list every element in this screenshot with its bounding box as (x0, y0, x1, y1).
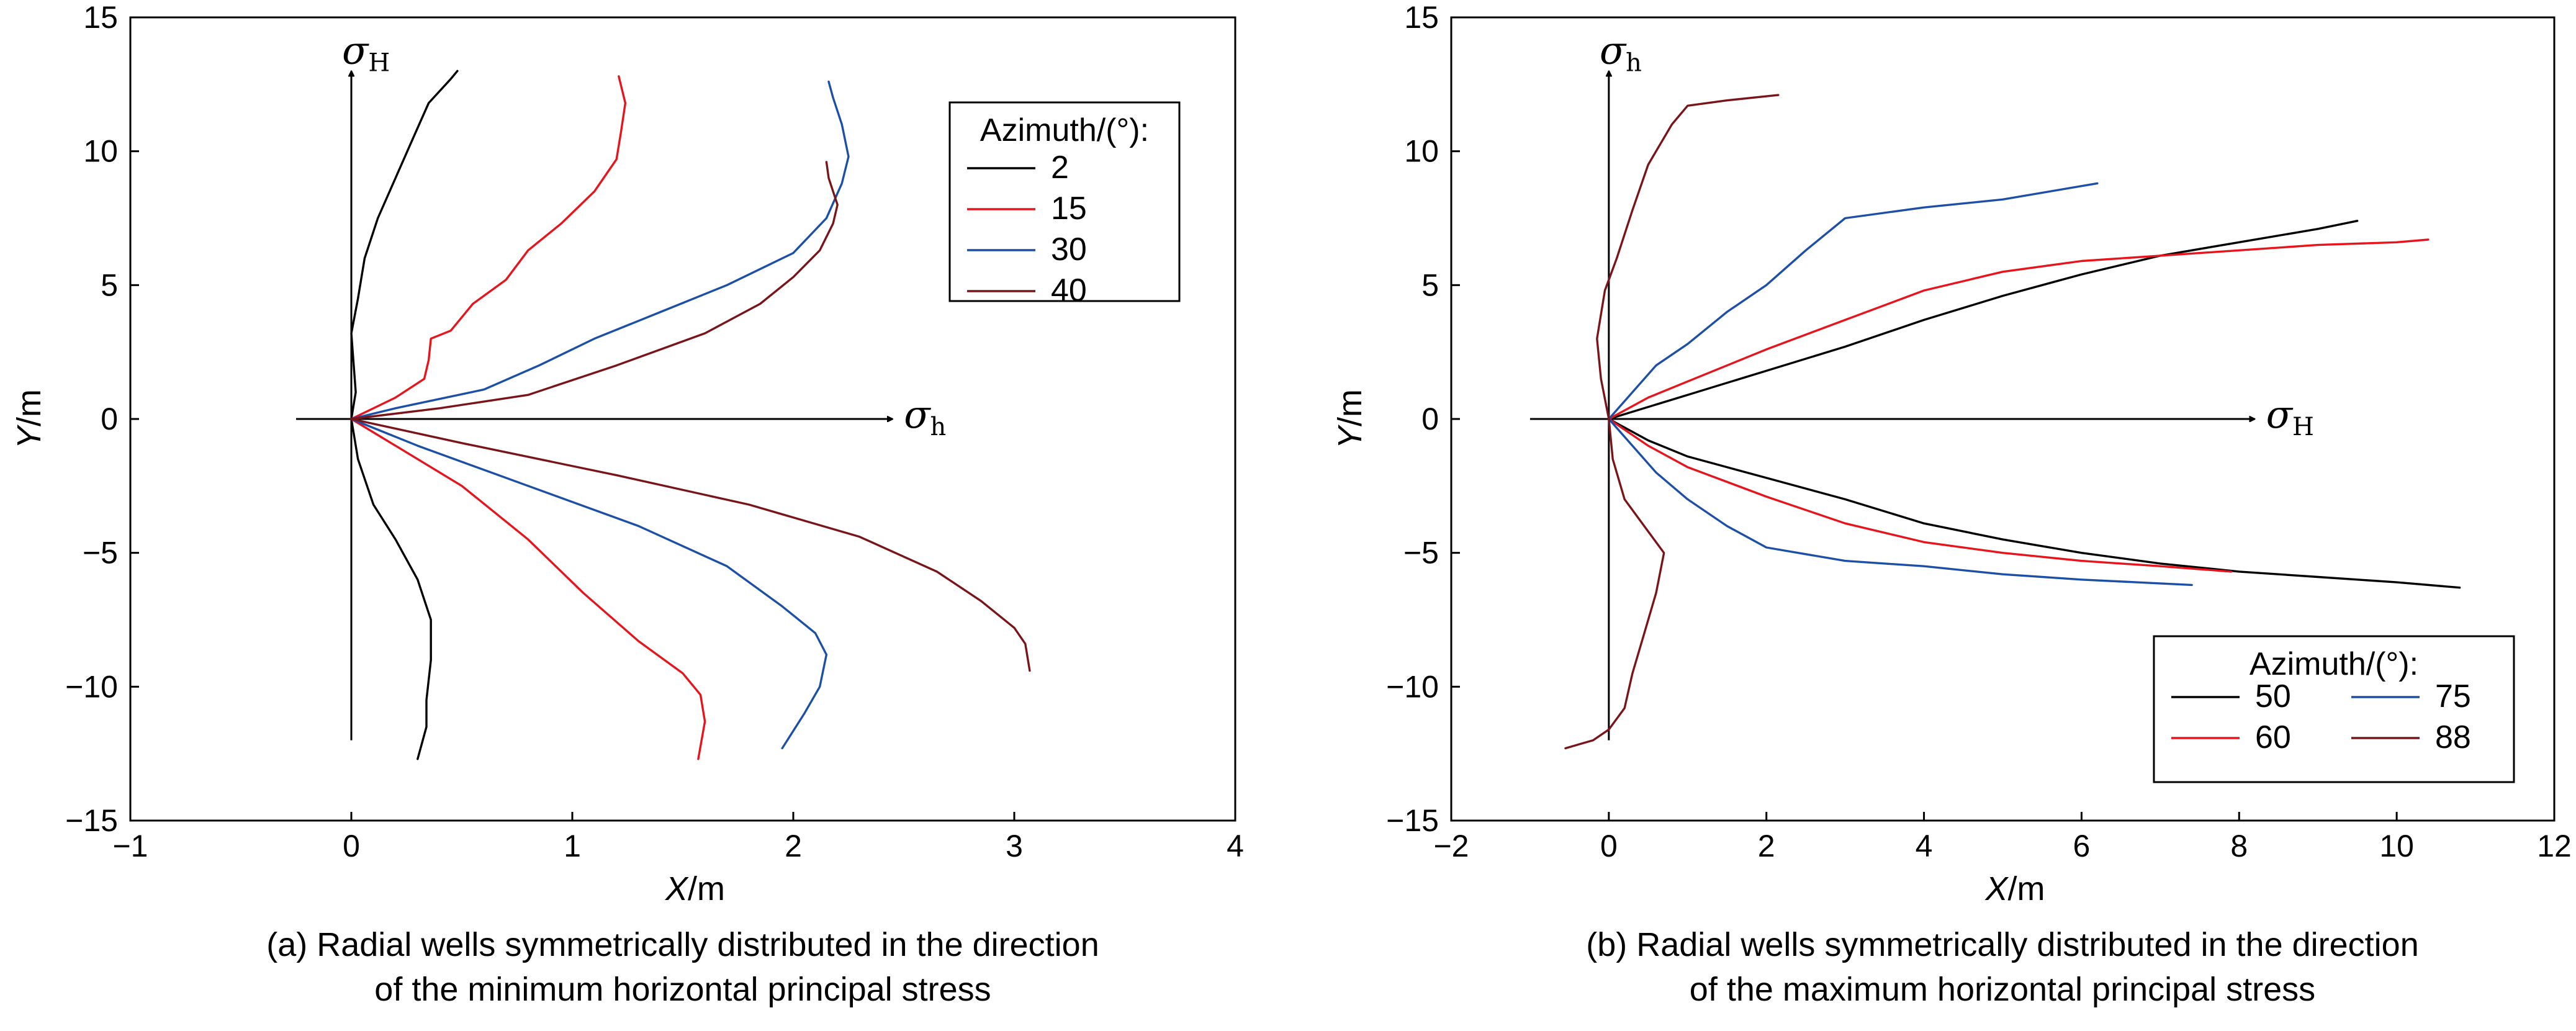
x-tick-label: 12 (2537, 829, 2572, 863)
vertical-stress-label: σh (1600, 27, 1642, 77)
y-tick-label: 5 (101, 268, 118, 302)
well-trajectory-60-lower (1608, 418, 2233, 573)
well-trajectory-15-upper (350, 75, 627, 420)
legend-label-30: 30 (1051, 232, 1087, 268)
legend-title: Azimuth/(°): (980, 112, 1149, 148)
legend-box (2153, 635, 2515, 783)
legend-label-2: 2 (1051, 150, 1069, 186)
well-trajectory-88-upper (1596, 94, 1780, 420)
well-trajectory-75-lower (1608, 418, 2193, 587)
x-tick-label: 10 (2379, 829, 2414, 863)
x-tick-label: 8 (2230, 829, 2248, 863)
well-trajectory-30-upper (350, 80, 850, 420)
y-tick-label: −5 (83, 536, 118, 570)
x-tick-label: 1 (564, 829, 581, 863)
x-tick-label: −2 (1433, 829, 1469, 863)
well-trajectory-40-upper (350, 161, 839, 420)
well-trajectory-50-upper (1608, 220, 2359, 420)
legend-label-60: 60 (2255, 719, 2291, 755)
y-tick-label: −15 (1386, 803, 1439, 838)
y-tick-label: 15 (1404, 0, 1439, 35)
chart-panel-a: −1 0 1 2 3 4151050−5−10−15X/mY/mσHσhAzimuth/(… (11, 0, 1244, 1008)
y-tick-label: 0 (1421, 402, 1439, 436)
chart-panel-b: −2 0 2 4 6 8 10 12151050−5−10−15X/mY/mσhσHAzimu… (1331, 0, 2572, 1008)
vertical-stress-label: σH (342, 27, 390, 77)
well-trajectory-88-lower (1564, 418, 1665, 750)
well-trajectory-60-upper (1608, 238, 2430, 420)
caption-line-1: (b) Radial wells symmetrically distribut… (1586, 926, 2418, 963)
y-tick-label: 15 (83, 0, 118, 35)
x-tick-label: −1 (112, 829, 148, 863)
x-tick-label: 0 (343, 829, 360, 863)
legend-label-40: 40 (1051, 272, 1087, 308)
x-tick-label: 2 (1758, 829, 1775, 863)
y-tick-label: 10 (1404, 134, 1439, 169)
caption-line-1: (a) Radial wells symmetrically distribut… (266, 926, 1099, 963)
x-axis-title: X/m (1984, 870, 2045, 907)
well-trajectory-15-lower (350, 418, 706, 760)
y-tick-label: −15 (65, 803, 118, 838)
y-tick-label: −10 (65, 669, 118, 704)
legend-label-50: 50 (2255, 678, 2291, 714)
well-trajectory-2-upper (350, 70, 459, 420)
legend-title: Azimuth/(°): (2249, 646, 2418, 682)
x-tick-label: 4 (1227, 829, 1244, 863)
legend-box (948, 101, 1181, 302)
y-axis-title: Y/m (11, 389, 48, 449)
x-tick-label: 4 (1916, 829, 1933, 863)
legend-label-88: 88 (2435, 719, 2471, 755)
legend: Azimuth/(°):2 15 30 40 (948, 101, 1181, 308)
y-axis-title: Y/m (1331, 389, 1369, 449)
well-trajectory-2-lower (350, 418, 432, 760)
legend: Azimuth/(°):50 60 75 88 (2153, 635, 2515, 783)
x-tick-label: 6 (2073, 829, 2091, 863)
caption-line-2: of the minimum horizontal principal stre… (374, 971, 991, 1008)
caption-line-2: of the maximum horizontal principal stre… (1690, 971, 2315, 1008)
horizontal-stress-label: σh (904, 392, 946, 441)
x-tick-label: 2 (785, 829, 802, 863)
y-tick-label: −10 (1386, 669, 1439, 704)
y-tick-label: −5 (1403, 536, 1439, 570)
x-tick-label: 0 (1600, 829, 1618, 863)
x-tick-label: 3 (1006, 829, 1023, 863)
horizontal-stress-label: σH (2266, 392, 2314, 441)
legend-label-75: 75 (2435, 678, 2471, 714)
x-axis-title: X/m (664, 870, 725, 907)
y-tick-label: 10 (83, 134, 118, 169)
legend-label-15: 15 (1051, 191, 1087, 227)
well-trajectory-75-upper (1608, 182, 2099, 420)
y-tick-label: 0 (101, 402, 118, 436)
well-trajectory-40-lower (350, 418, 1031, 672)
y-tick-label: 5 (1421, 268, 1439, 302)
well-trajectory-50-lower (1608, 418, 2461, 589)
well-trajectory-30-lower (350, 418, 828, 750)
